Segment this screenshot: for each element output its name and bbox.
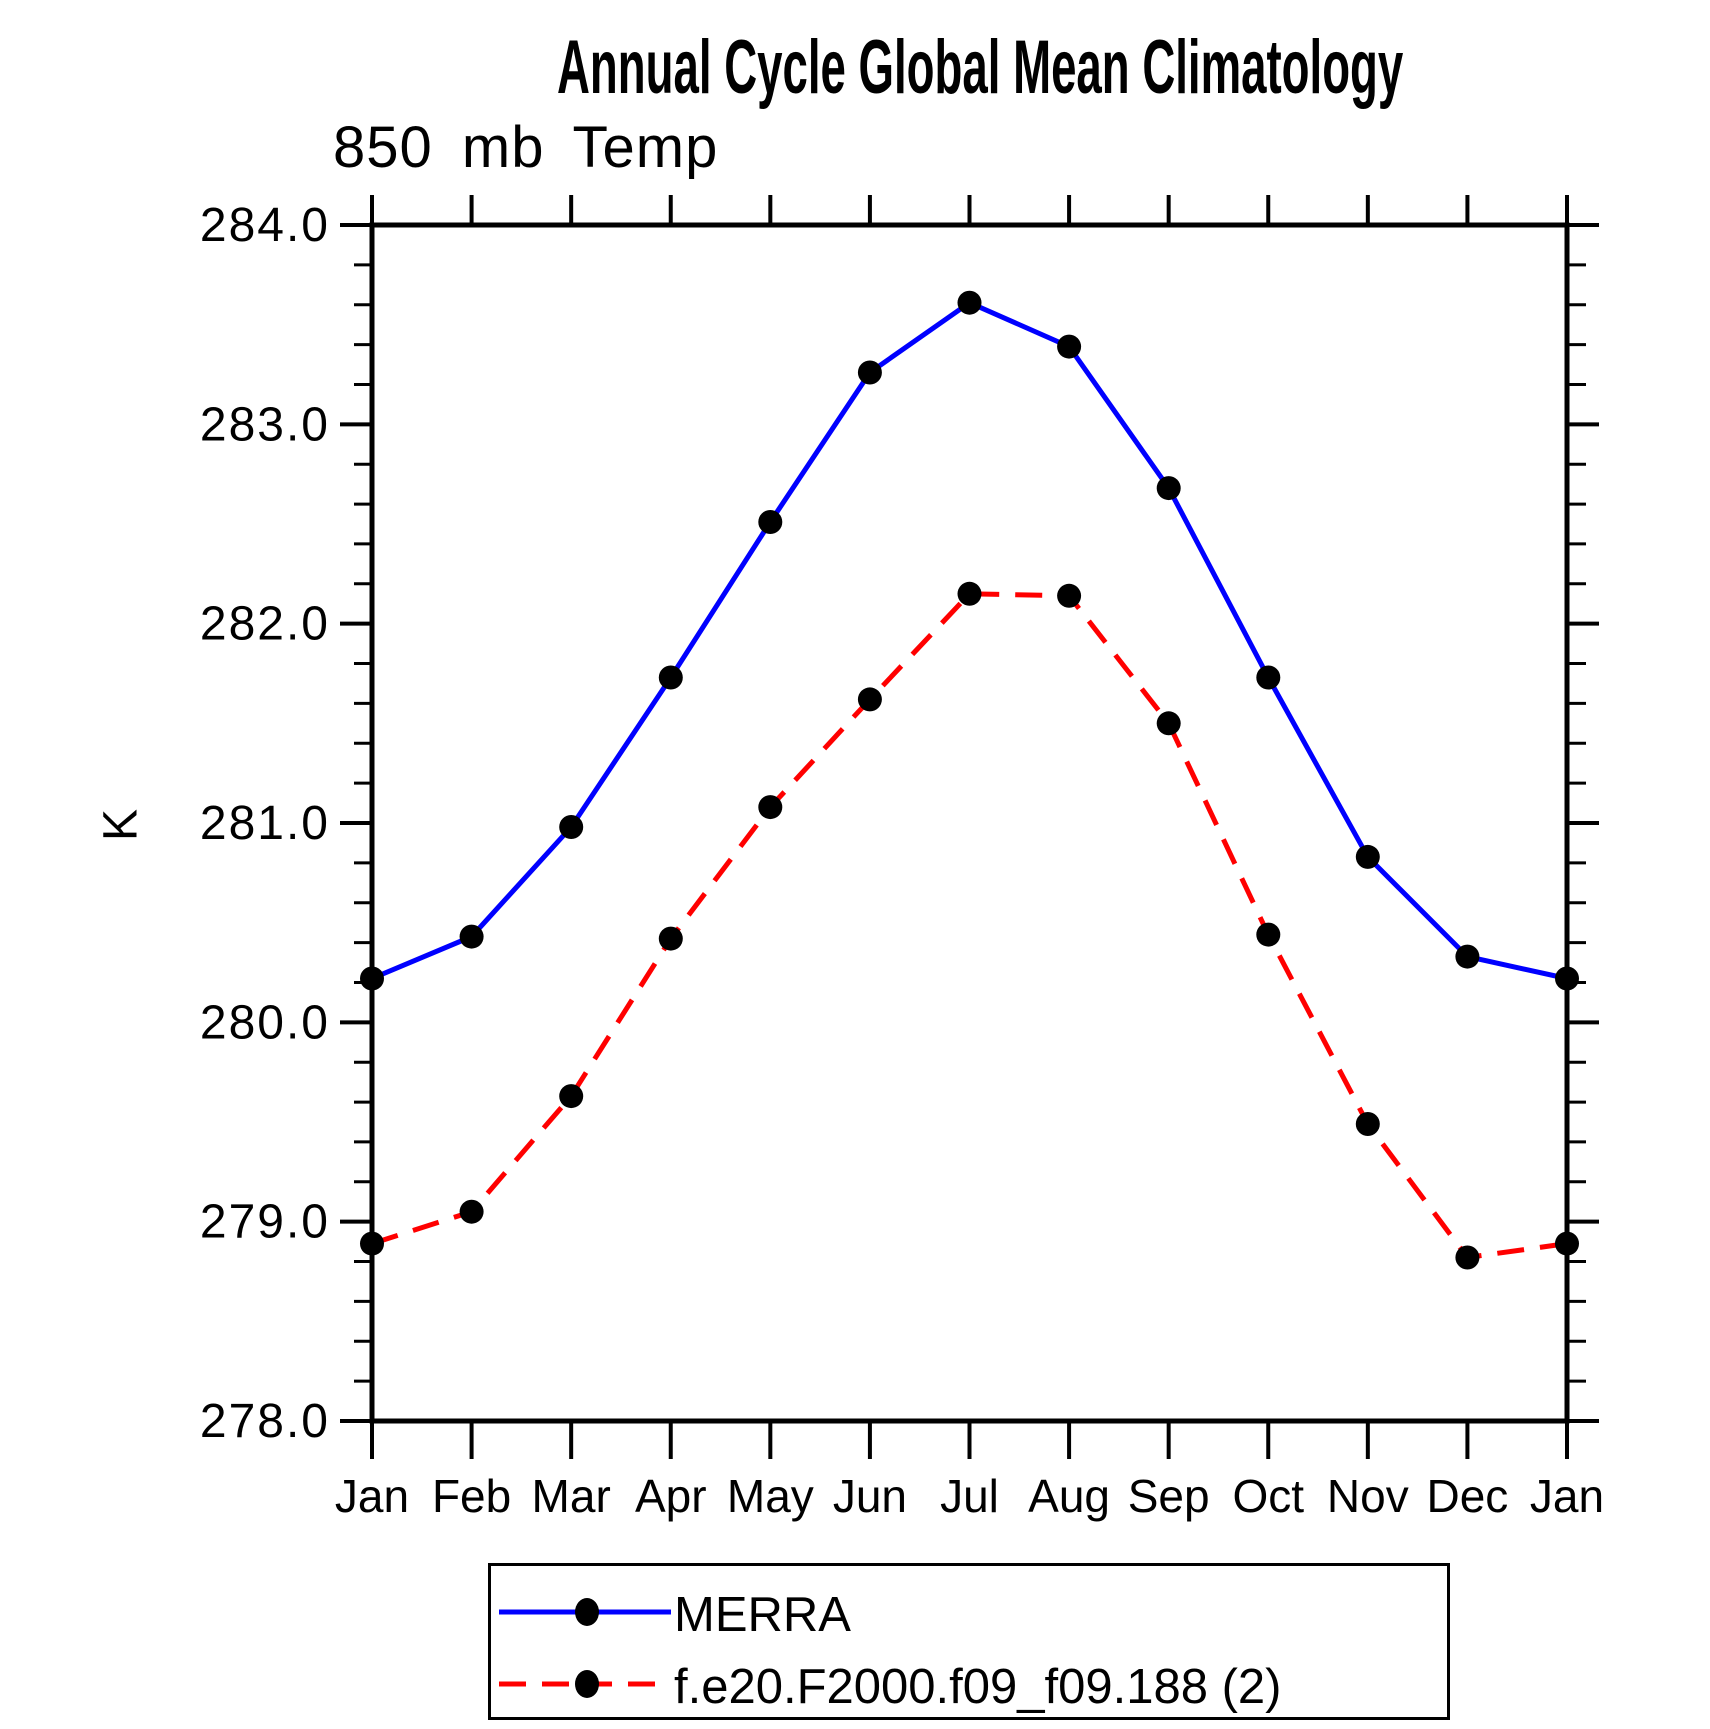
series-marker-0 — [1555, 966, 1579, 991]
series-marker-1 — [1057, 583, 1082, 608]
series-marker-1 — [758, 795, 783, 820]
y-tick-label: 278.0 — [200, 1395, 330, 1448]
series-marker-0 — [1057, 334, 1082, 359]
series-marker-1 — [857, 687, 882, 712]
y-tick-label: 282.0 — [200, 598, 330, 651]
x-tick-label: Apr — [635, 1470, 707, 1522]
legend: MERRA f.e20.F2000.f09_f09.188 (2) — [488, 1563, 1450, 1720]
series-marker-1 — [1156, 711, 1181, 736]
legend-marker-1 — [575, 1670, 599, 1698]
y-tick-label: 279.0 — [200, 1196, 330, 1249]
series-marker-0 — [360, 966, 384, 991]
x-tick-label: Nov — [1327, 1470, 1409, 1522]
series-marker-1 — [1455, 1245, 1480, 1270]
x-tick-label: Jun — [833, 1470, 907, 1522]
y-tick-label: 284.0 — [200, 199, 330, 252]
series-marker-0 — [658, 665, 683, 690]
series-marker-0 — [459, 924, 484, 949]
x-tick-label: Aug — [1028, 1470, 1110, 1522]
x-tick-label: May — [727, 1470, 814, 1522]
x-tick-label: Jan — [335, 1470, 409, 1522]
series-line-0 — [371, 299, 1568, 981]
series-marker-0 — [1256, 665, 1281, 690]
x-tick-label: Feb — [432, 1470, 511, 1522]
x-tick-label: Jul — [940, 1470, 999, 1522]
series-marker-0 — [758, 510, 783, 534]
legend-line-sample-0 — [499, 1598, 671, 1626]
axis-frame — [369, 222, 1570, 1424]
series-marker-0 — [857, 360, 882, 385]
series-line-1 — [371, 591, 1568, 1261]
series-marker-0 — [559, 815, 584, 839]
legend-row-1: f.e20.F2000.f09_f09.188 (2) — [491, 1660, 1441, 1714]
legend-marker-0 — [575, 1598, 599, 1626]
x-tick-label: Sep — [1128, 1470, 1210, 1522]
x-tick-label: Mar — [532, 1470, 611, 1522]
series-marker-1 — [1555, 1231, 1579, 1256]
y-tick-label: 283.0 — [200, 398, 330, 451]
legend-label-0: MERRA — [674, 1588, 851, 1642]
series-marker-0 — [1156, 476, 1181, 501]
series-marker-1 — [360, 1231, 384, 1256]
series-marker-1 — [957, 581, 982, 606]
x-tick-label: Oct — [1232, 1470, 1304, 1522]
legend-row-0: MERRA — [491, 1588, 1441, 1642]
series-marker-1 — [459, 1199, 484, 1224]
legend-label-1: f.e20.F2000.f09_f09.188 (2) — [674, 1660, 1282, 1714]
series-marker-1 — [658, 926, 683, 951]
series-marker-0 — [1455, 944, 1480, 969]
series-marker-1 — [559, 1084, 584, 1109]
series-marker-1 — [1256, 922, 1281, 947]
x-tick-label: Jan — [1530, 1470, 1604, 1522]
series-marker-0 — [957, 290, 982, 315]
series-marker-0 — [1355, 844, 1380, 869]
y-tick-label: 281.0 — [200, 797, 330, 850]
x-tick-label: Dec — [1427, 1470, 1509, 1522]
chart-subtitle: 850 mb Temp — [333, 115, 719, 180]
y-tick-label: 280.0 — [200, 996, 330, 1049]
legend-line-sample-1 — [499, 1670, 671, 1698]
series-marker-1 — [1355, 1112, 1380, 1136]
